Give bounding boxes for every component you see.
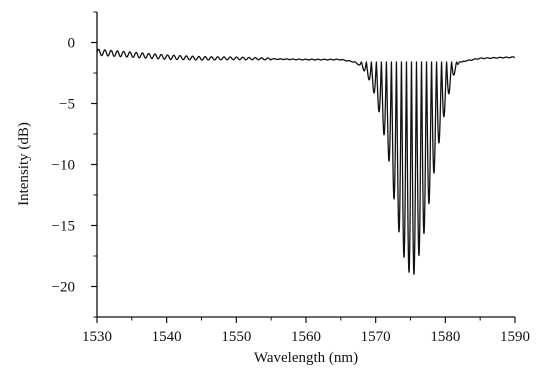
y-tick-label: −15: [52, 219, 75, 235]
x-tick-label: 1580: [430, 329, 460, 345]
x-axis-label: Wavelength (nm): [254, 350, 358, 366]
series: [96, 48, 516, 275]
x-tick-label: 1560: [291, 329, 321, 345]
x-tick-label: 1540: [152, 329, 182, 345]
y-axis-label: Intensity (dB): [16, 122, 32, 206]
y-tick-label: 0: [68, 36, 76, 52]
y-tick-label: −20: [52, 280, 75, 296]
x-tick-label: 1550: [221, 329, 251, 345]
ticks: 1530 1540 1550 1560 1570 1580 1590 0 −5 −10 −15 −20: [52, 11, 530, 345]
x-tick-label: 1590: [500, 329, 530, 345]
series-line: [96, 48, 516, 275]
x-tick-label: 1570: [361, 329, 391, 345]
x-tick-label: 1530: [82, 329, 112, 345]
y-tick-label: −10: [52, 158, 75, 174]
y-tick-label: −5: [59, 97, 75, 113]
